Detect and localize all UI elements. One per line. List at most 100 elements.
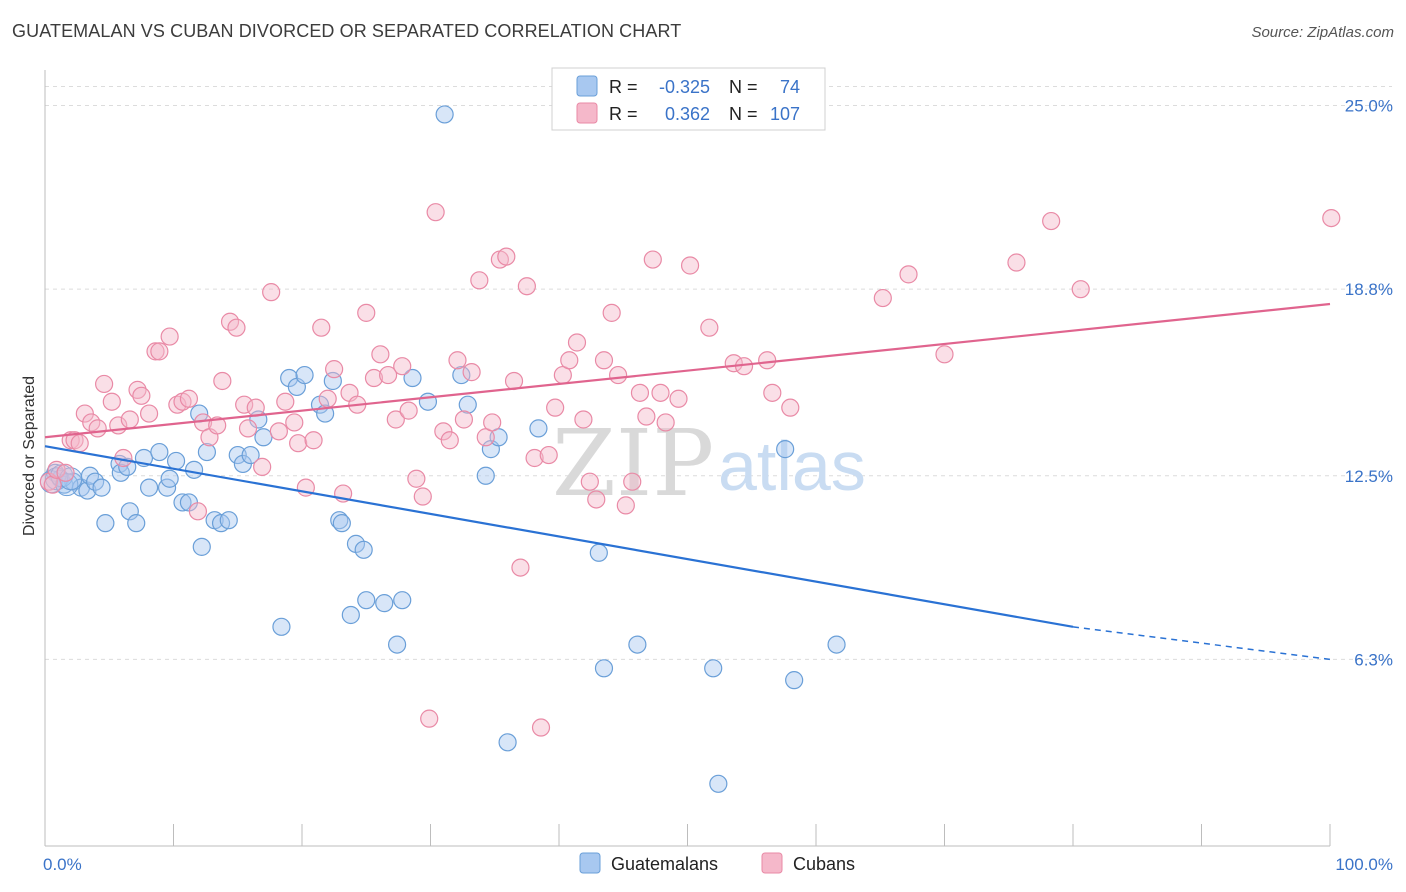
cubans-point xyxy=(651,383,670,402)
cubans-point xyxy=(609,365,628,385)
cubans-point xyxy=(616,496,635,515)
cubans-point xyxy=(88,419,107,438)
cubans-point xyxy=(139,404,159,423)
cubans-point xyxy=(643,250,662,269)
guatemalans-point xyxy=(354,540,373,559)
guatemalans-point xyxy=(594,659,614,678)
guatemalans-point xyxy=(452,365,471,385)
cubans-point xyxy=(630,383,650,402)
guatemalans-point xyxy=(160,469,179,488)
guatemalans-point xyxy=(704,659,723,678)
legend-n-label: N = xyxy=(729,77,758,97)
guatemalans-point xyxy=(403,368,422,388)
cubans-point xyxy=(1322,208,1341,228)
guatemalans-points xyxy=(39,105,846,793)
guatemalans-point xyxy=(827,635,846,654)
cubans-point xyxy=(227,318,246,337)
cubans-point xyxy=(448,351,467,370)
guatemalans-point xyxy=(219,511,238,530)
cubans-point xyxy=(407,469,426,488)
cubans-point xyxy=(1007,253,1026,272)
legend-n-label: N = xyxy=(729,104,758,124)
cubans-point xyxy=(899,265,918,284)
guatemalans-point xyxy=(709,774,728,793)
guatemalans-point xyxy=(332,514,351,533)
cubans-point xyxy=(413,487,432,506)
trend-lines xyxy=(44,302,1331,661)
cubans-point xyxy=(146,342,165,361)
cubans-point xyxy=(357,303,376,322)
cubans-point xyxy=(318,389,337,408)
cubans-point xyxy=(285,413,304,432)
guatemalans-trend-extension xyxy=(1072,626,1331,661)
guatemalans-point xyxy=(228,445,247,465)
bottom-legend: Guatemalans Cubans xyxy=(579,852,855,874)
cubans-point xyxy=(454,410,474,429)
legend-r-label: R = xyxy=(609,77,638,97)
guatemalans-point xyxy=(458,395,477,414)
cubans-point xyxy=(420,709,439,728)
cubans-point xyxy=(525,448,544,468)
guatemalans-point xyxy=(118,457,137,476)
guatemalans-point xyxy=(357,591,376,610)
legend-n-value: 74 xyxy=(780,77,800,97)
cubans-point xyxy=(179,389,199,408)
cubans-point xyxy=(325,360,344,379)
cubans-point xyxy=(75,404,94,423)
cubans-points xyxy=(39,203,1341,737)
watermark-atlas: atlas xyxy=(718,427,866,505)
legend-n-value: 107 xyxy=(770,104,800,124)
guatemalans-point xyxy=(55,473,79,497)
cubans-point xyxy=(873,288,892,308)
guatemalans-point xyxy=(476,466,495,485)
cubans-point xyxy=(393,357,412,376)
legend-swatch-cubans xyxy=(576,102,598,124)
guatemalans-point xyxy=(120,502,139,521)
cubans-point xyxy=(253,457,272,476)
guatemalans-point xyxy=(393,591,412,610)
guatemalans-point xyxy=(295,365,314,385)
bottom-legend-cubans: Cubans xyxy=(793,854,855,874)
y-tick-label: 18.8% xyxy=(1345,280,1393,299)
cubans-point xyxy=(213,371,232,391)
legend-swatch-guatemalans xyxy=(576,75,598,97)
cubans-point xyxy=(371,345,390,364)
cubans-point xyxy=(724,354,743,373)
cubans-point xyxy=(781,398,800,417)
x-tick-label: 0.0% xyxy=(43,855,82,874)
guatemalans-point xyxy=(498,733,517,752)
cubans-point xyxy=(168,395,187,414)
cubans-point xyxy=(132,386,151,405)
cubans-point xyxy=(935,345,954,364)
guatemalans-point xyxy=(272,617,291,636)
cubans-point xyxy=(289,434,308,453)
y-tick-label: 25.0% xyxy=(1345,97,1393,116)
cubans-point xyxy=(434,422,453,441)
cubans-point xyxy=(386,410,405,429)
cubans-point xyxy=(539,445,558,465)
guatemalans-point xyxy=(785,671,804,690)
y-tick-label: 6.3% xyxy=(1354,650,1393,669)
cubans-point xyxy=(574,410,593,429)
cubans-point xyxy=(637,407,656,426)
guatemalans-point xyxy=(628,635,647,654)
cubans-point xyxy=(262,283,281,302)
guatemalans-point xyxy=(387,635,407,654)
y-tick-labels: 6.3% 12.5% 18.8% 25.0% xyxy=(1345,97,1393,670)
cubans-point xyxy=(65,431,84,450)
guatemalans-point xyxy=(166,451,186,471)
cubans-point xyxy=(364,368,384,388)
cubans-point xyxy=(56,463,75,482)
cubans-point xyxy=(656,413,675,432)
y-tick-label: 12.5% xyxy=(1345,467,1393,486)
guatemalans-point xyxy=(776,440,795,459)
cubans-point xyxy=(580,472,599,491)
legend-box: R = -0.325 N = 74 R = 0.362 N = 107 xyxy=(551,67,826,131)
guatemalans-point xyxy=(92,478,111,497)
cubans-point xyxy=(43,475,62,494)
x-tick-labels: 0.0% 100.0% xyxy=(43,855,1393,874)
guatemalans-point xyxy=(330,511,349,530)
cubans-point xyxy=(304,431,323,450)
chart-title: GUATEMALAN VS CUBAN DIVORCED OR SEPARATE… xyxy=(12,21,682,41)
